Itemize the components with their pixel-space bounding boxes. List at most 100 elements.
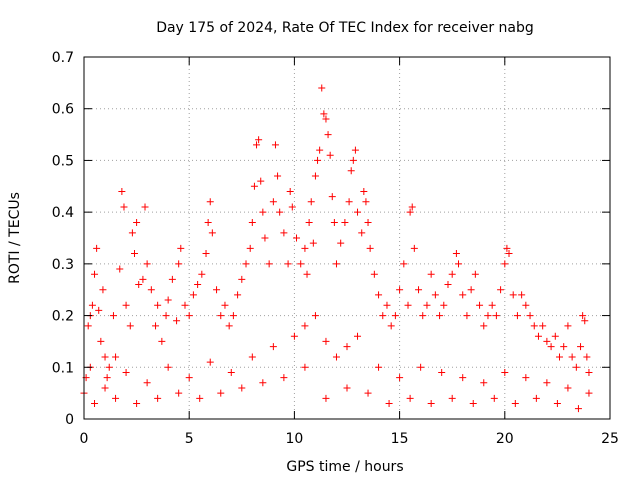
data-point <box>444 281 452 289</box>
data-point <box>400 260 408 268</box>
data-point <box>208 229 216 237</box>
data-point <box>427 270 435 278</box>
data-point <box>154 394 162 402</box>
data-point <box>332 260 340 268</box>
data-point <box>84 322 92 330</box>
y-tick-label: 0 <box>65 412 74 428</box>
data-point <box>122 301 130 309</box>
data-point <box>337 239 345 247</box>
data-point <box>189 291 197 299</box>
data-point <box>227 368 235 376</box>
y-tick-label: 0.7 <box>52 50 74 66</box>
chart-title: Day 175 of 2024, Rate Of TEC Index for r… <box>156 20 534 36</box>
data-point <box>248 218 256 226</box>
data-point <box>396 374 404 382</box>
data-point <box>564 322 572 330</box>
data-point <box>351 146 359 154</box>
data-point <box>185 312 193 320</box>
data-point <box>318 84 326 92</box>
data-point <box>574 405 582 413</box>
data-point <box>375 363 383 371</box>
data-point <box>133 399 141 407</box>
data-point <box>501 260 509 268</box>
data-point <box>471 270 479 278</box>
y-axis-label: ROTI / TECUs <box>7 192 23 284</box>
data-point <box>417 363 425 371</box>
data-point <box>177 244 185 252</box>
x-tick-label: 25 <box>601 431 619 447</box>
data-point <box>324 131 332 139</box>
data-point <box>130 250 138 258</box>
data-point <box>311 312 319 320</box>
data-point <box>112 394 120 402</box>
data-point <box>238 275 246 283</box>
data-point <box>459 291 467 299</box>
data-point <box>322 337 330 345</box>
data-point <box>440 301 448 309</box>
data-point <box>343 343 351 351</box>
data-point <box>97 337 105 345</box>
data-point <box>91 270 99 278</box>
data-point <box>564 384 572 392</box>
data-point <box>328 193 336 201</box>
data-point <box>143 379 151 387</box>
data-point <box>202 250 210 258</box>
data-point <box>109 312 117 320</box>
data-point <box>490 394 498 402</box>
data-point <box>99 286 107 294</box>
data-point <box>269 198 277 206</box>
data-point <box>463 312 471 320</box>
data-point <box>175 389 183 397</box>
data-point <box>547 343 555 351</box>
y-tick-label: 0.5 <box>52 153 74 169</box>
data-point <box>259 208 267 216</box>
x-tick-label: 20 <box>496 431 514 447</box>
data-point <box>280 374 288 382</box>
data-points <box>80 84 593 413</box>
data-point <box>305 218 313 226</box>
data-point <box>387 322 395 330</box>
data-point <box>164 296 172 304</box>
data-point <box>141 203 149 211</box>
data-point <box>518 291 526 299</box>
data-point <box>158 337 166 345</box>
data-point <box>556 353 564 361</box>
data-point <box>408 203 416 211</box>
data-point <box>206 198 214 206</box>
data-point <box>217 312 225 320</box>
data-point <box>135 281 143 289</box>
data-point <box>404 301 412 309</box>
data-point <box>467 286 475 294</box>
data-point <box>316 146 324 154</box>
data-point <box>354 208 362 216</box>
data-point <box>147 286 155 294</box>
data-point <box>379 312 387 320</box>
data-point <box>423 301 431 309</box>
data-point <box>572 363 580 371</box>
data-point <box>301 322 309 330</box>
data-point <box>301 244 309 252</box>
data-point <box>585 368 593 376</box>
data-point <box>452 250 460 258</box>
data-point <box>522 301 530 309</box>
data-point <box>173 317 181 325</box>
data-point <box>288 203 296 211</box>
data-point <box>320 110 328 118</box>
data-point <box>322 394 330 402</box>
data-point <box>175 260 183 268</box>
data-point <box>269 343 277 351</box>
data-point <box>122 368 130 376</box>
data-point <box>196 394 204 402</box>
data-point <box>271 141 279 149</box>
data-point <box>480 379 488 387</box>
data-point <box>354 332 362 340</box>
data-point <box>385 399 393 407</box>
data-point <box>229 312 237 320</box>
data-point <box>290 332 298 340</box>
data-point <box>501 368 509 376</box>
data-point <box>345 198 353 206</box>
data-point <box>568 353 576 361</box>
data-point <box>322 115 330 123</box>
data-point <box>286 187 294 195</box>
data-point <box>265 260 273 268</box>
